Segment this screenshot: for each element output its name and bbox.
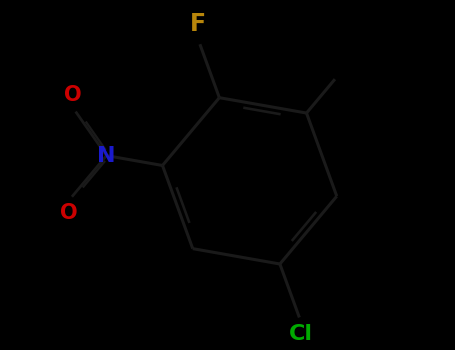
Text: F: F — [190, 12, 207, 36]
Text: Cl: Cl — [289, 324, 313, 344]
Text: O: O — [60, 203, 77, 223]
Text: N: N — [97, 146, 116, 166]
Text: O: O — [64, 85, 81, 105]
